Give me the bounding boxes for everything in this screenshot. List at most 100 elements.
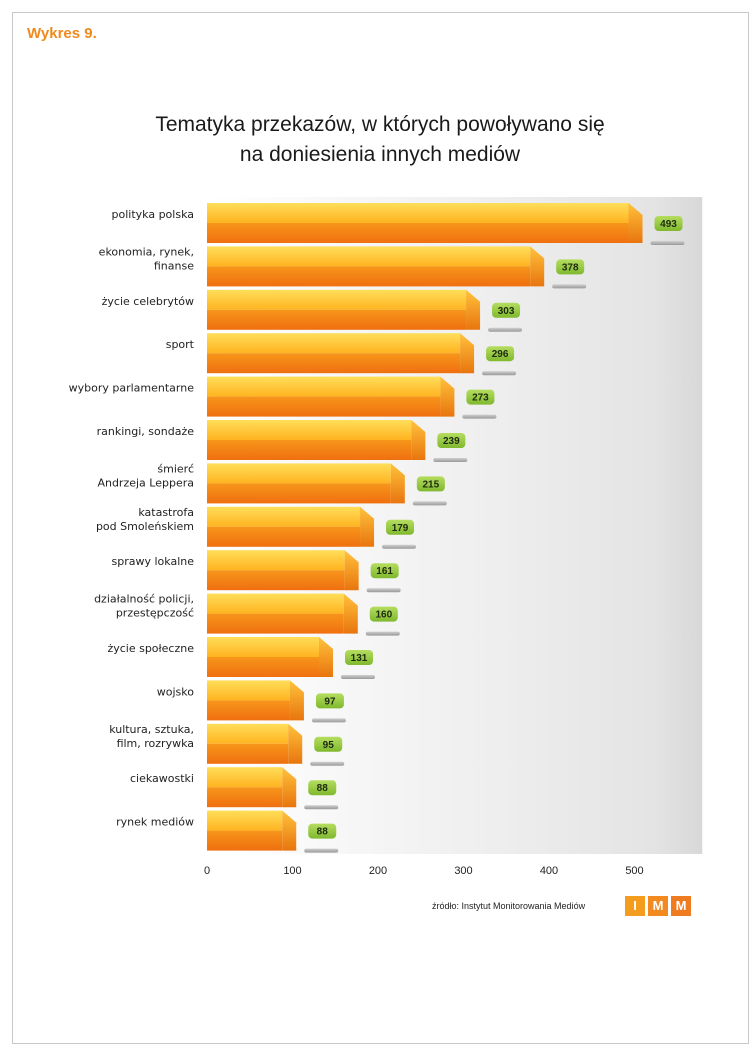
value-label: 131 <box>351 653 368 664</box>
value-shadow <box>462 414 497 419</box>
value-shadow <box>366 588 401 593</box>
value-badge <box>386 519 415 535</box>
bar-bottom-face <box>207 787 283 808</box>
category-label: wybory parlamentarne <box>69 382 195 395</box>
category-label: wojsko <box>157 685 194 698</box>
bar-bottom-face <box>207 743 289 764</box>
bar-side-face <box>466 289 481 330</box>
bar-bottom-face <box>207 223 629 243</box>
bar: 160 <box>207 593 400 636</box>
category-label: rynek mediów <box>116 816 194 829</box>
category-labels: polityka polska ekonomia, rynek,finanse ży… <box>69 208 195 829</box>
bar-top-face <box>207 246 531 267</box>
bar-top-face <box>207 333 461 354</box>
value-shadow <box>341 675 376 679</box>
value-label: 273 <box>472 393 489 404</box>
bar-side-face <box>460 333 475 374</box>
bar-side-face <box>288 723 303 764</box>
bar: 97 <box>207 680 346 723</box>
bar: 296 <box>207 333 517 376</box>
value-badge <box>315 693 344 709</box>
bar: 131 <box>207 637 376 679</box>
value-label: 95 <box>323 740 335 751</box>
x-tick-label: 0 <box>204 865 210 877</box>
bar: 161 <box>207 550 401 593</box>
logo-letter: M <box>648 896 668 916</box>
value-label: 88 <box>317 783 329 794</box>
category-label: sport <box>166 338 195 351</box>
category-label: katastrofa <box>138 506 194 519</box>
bar-top-face <box>207 637 320 657</box>
category-label: życie celebrytów <box>102 295 194 308</box>
bar-top-face <box>207 810 283 831</box>
x-tick-label: 200 <box>369 865 387 877</box>
bar: 179 <box>207 506 417 549</box>
bar-bottom-face <box>207 266 531 287</box>
bar-top-face <box>207 463 391 484</box>
value-badge <box>345 650 374 665</box>
page-frame <box>12 12 749 1044</box>
bar-side-face <box>390 463 405 504</box>
bar-side-face <box>411 420 426 460</box>
imm-logo: I M M <box>625 896 691 916</box>
bar-bottom-face <box>207 700 290 721</box>
bar: 88 <box>207 810 339 853</box>
x-axis-ticks: 0 100 200 300 400 500 <box>204 865 644 877</box>
value-label: 493 <box>660 219 677 230</box>
value-badge <box>416 476 445 492</box>
bar: 273 <box>207 376 497 419</box>
source-note: źródło: Instytut Monitorowania Mediów <box>432 901 586 911</box>
bar-top-face <box>207 420 412 440</box>
bar-side-face <box>344 550 359 591</box>
value-label: 88 <box>317 827 329 838</box>
value-shadow <box>382 544 417 549</box>
value-shadow <box>482 371 517 376</box>
bar-bottom-face <box>207 309 467 330</box>
category-label: ekonomia, rynek, <box>99 245 194 258</box>
bar-side-face <box>289 680 304 721</box>
x-tick-label: 300 <box>454 865 472 877</box>
value-shadow <box>304 848 339 853</box>
value-badge <box>308 823 337 839</box>
value-shadow <box>365 631 400 636</box>
value-badge <box>654 216 683 231</box>
chart-title-line-2: na doniesienia innych mediów <box>239 143 521 166</box>
value-badge <box>314 736 343 752</box>
bar-side-face <box>282 810 297 851</box>
value-shadow <box>552 284 587 289</box>
value-badge <box>369 606 398 622</box>
value-shadow <box>310 761 345 766</box>
bar-bottom-face <box>207 526 361 547</box>
value-badge <box>308 780 337 796</box>
chart-number-label: Wykres 9. <box>27 25 97 42</box>
category-label: sprawy lokalne <box>112 555 195 568</box>
value-shadow <box>412 501 447 506</box>
value-label: 215 <box>422 479 439 490</box>
category-label: finanse <box>154 259 194 272</box>
value-label: 378 <box>562 262 579 273</box>
bar: 95 <box>207 723 345 766</box>
bar: 239 <box>207 420 468 462</box>
bar-top-face <box>207 550 345 571</box>
x-tick-label: 100 <box>283 865 301 877</box>
value-label: 179 <box>392 523 409 534</box>
value-badge <box>486 346 515 362</box>
bar-bottom-face <box>207 440 412 460</box>
bar-top-face <box>207 680 290 701</box>
category-label: przestępczość <box>116 607 194 620</box>
category-label: pod Smoleńskiem <box>96 520 194 533</box>
value-shadow <box>650 241 685 245</box>
bar-top-face <box>207 203 629 223</box>
value-badge <box>466 389 495 405</box>
category-label: polityka polska <box>112 208 194 221</box>
logo-letter: M <box>671 896 691 916</box>
bar-side-face <box>360 506 375 547</box>
value-label: 239 <box>443 436 460 447</box>
bar-side-face <box>440 376 455 417</box>
bar-bottom-face <box>207 830 283 851</box>
category-label: kultura, sztuka, <box>109 723 194 736</box>
value-badge <box>370 563 399 579</box>
value-label: 296 <box>492 349 509 360</box>
logo-letter: I <box>625 896 645 916</box>
bar: 303 <box>207 289 523 332</box>
